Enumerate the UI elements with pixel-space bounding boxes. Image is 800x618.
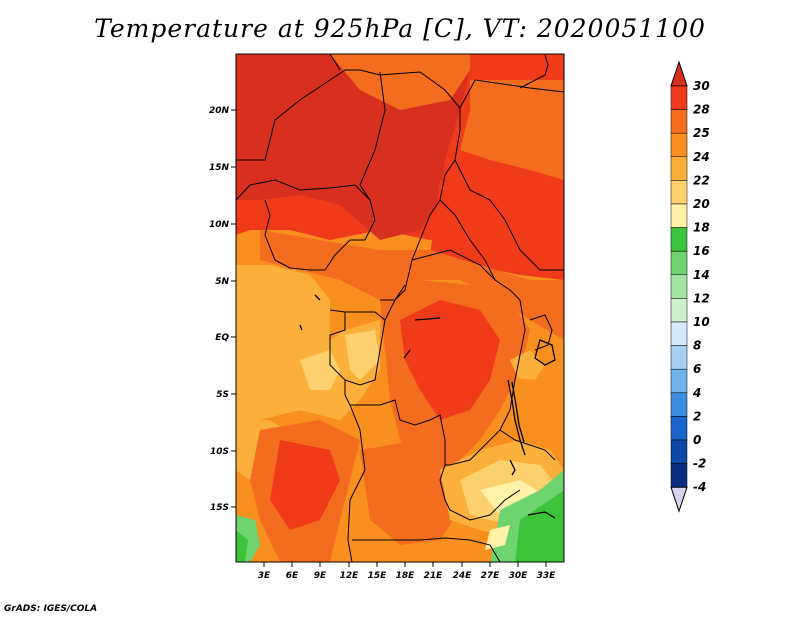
colorbar-label: 14 — [693, 268, 710, 282]
colorbar-segment — [670, 250, 688, 276]
colorbar-label: 4 — [692, 386, 701, 400]
lat-label: 10N — [209, 220, 230, 230]
colorbar-label: 28 — [693, 103, 710, 117]
lat-label: EQ — [215, 333, 229, 343]
colorbar-segment — [670, 416, 688, 441]
colorbar-label: 16 — [693, 244, 710, 258]
lon-label: 33E — [537, 571, 557, 581]
colorbar-label: -2 — [693, 457, 706, 471]
colorbar-segment — [670, 274, 688, 299]
lon-label: 9E — [314, 571, 327, 581]
country-borders — [236, 54, 564, 562]
colorbar-segment — [670, 298, 688, 323]
colorbar-label: 12 — [693, 291, 710, 305]
map-title: Temperature at 925hPa [C], VT: 202005110… — [94, 14, 706, 43]
colorbar-label: 18 — [693, 221, 710, 235]
lat-label: 20N — [209, 106, 230, 116]
credit-label: GrADS: IGES/COLA — [4, 604, 98, 614]
colorbar-label: 25 — [693, 126, 710, 140]
colorbar-segment — [670, 345, 688, 370]
colorbar-segment — [670, 368, 688, 394]
colorbar-segment — [670, 85, 688, 110]
colorbar-segment — [670, 321, 688, 346]
colorbar-label: 0 — [693, 433, 701, 447]
colorbar-segment — [670, 156, 688, 181]
map-frame — [235, 53, 565, 563]
colorbar-label: 30 — [693, 79, 710, 93]
lon-label: 15E — [368, 571, 388, 581]
colorbar-segment — [670, 463, 688, 488]
lon-label: 12E — [340, 571, 360, 581]
colorbar-label: 10 — [693, 315, 710, 329]
colorbar-label: 24 — [693, 150, 710, 164]
longitude-axis: 3E 6E 9E 12E 15E 18E 21E 24E 27E 30E 33E — [258, 562, 556, 581]
lon-label: 24E — [453, 571, 473, 581]
temperature-field — [236, 54, 564, 562]
lon-label: 27E — [481, 571, 501, 581]
colorbar-label: 2 — [693, 409, 701, 423]
lon-label: 6E — [286, 571, 299, 581]
lon-label: 18E — [396, 571, 416, 581]
lat-label: 10S — [210, 447, 229, 457]
colorbar-segment — [670, 109, 688, 134]
lon-label: 21E — [424, 571, 444, 581]
colorbar-segment — [670, 132, 688, 158]
colorbar-segment — [670, 439, 688, 464]
lat-label: 15N — [209, 163, 230, 173]
colorbar-max-arrow — [670, 60, 688, 87]
lat-label: 5N — [215, 277, 229, 287]
colorbar-min-arrow — [670, 486, 688, 513]
colorbar-label: 22 — [693, 173, 710, 187]
lat-label: 5S — [216, 390, 229, 400]
lon-label: 3E — [258, 571, 271, 581]
latitude-axis: 20N 15N 10N 5N EQ 5S 10S 15S — [209, 106, 236, 513]
colorbar-label: 6 — [693, 362, 701, 376]
colorbar-label: -4 — [693, 480, 706, 494]
colorbar-segment — [670, 227, 688, 252]
colorbar-label: 20 — [693, 197, 710, 211]
lon-label: 30E — [509, 571, 529, 581]
colorbar-segment — [670, 203, 688, 228]
lat-label: 15S — [210, 503, 229, 513]
colorbar-segment — [670, 392, 688, 417]
colorbar-segment — [670, 180, 688, 205]
lakes — [299, 294, 556, 519]
colorbar-label: 8 — [693, 339, 701, 353]
